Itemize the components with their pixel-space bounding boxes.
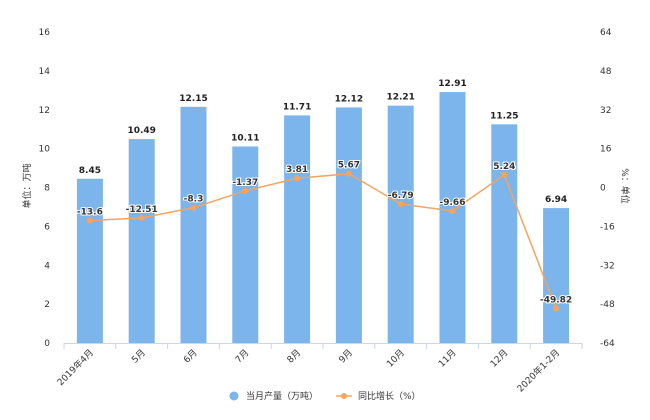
left-tick-label-0: 0 [44,339,50,349]
growth-line [89,172,557,309]
bar-6 [387,105,414,343]
line-label-7: -9.66 [440,198,466,208]
bar-3 [232,146,259,343]
right-tick-label-1: -48 [600,300,615,310]
x-tick-label-6: 10月 [385,347,407,369]
right-tick-label-0: -64 [600,339,615,349]
line-point-4 [294,175,301,182]
bar-7 [439,92,466,343]
bar-label-1: 10.49 [127,126,155,136]
line-point-6 [397,200,404,207]
line-label-5: 5.67 [338,161,360,171]
right-y-axis: -64 -48 -32 -16 0 16 32 48 64 [600,28,615,349]
line-point-1 [138,214,145,221]
bar-1 [128,139,155,343]
line-point-8 [501,171,508,178]
line-point-7 [449,207,456,214]
right-tick-label-3: -16 [600,222,615,232]
right-tick-label-5: 16 [600,145,612,155]
left-tick-label-3: 6 [44,222,50,232]
line-point-9 [553,305,560,312]
bar-series: 8.45 10.49 12.15 10.11 11.71 12.12 12.21 12.91 1… [76,79,570,343]
left-tick-label-7: 14 [39,67,51,77]
legend-line-dot [341,393,347,399]
left-tick-label-1: 2 [44,300,50,310]
x-tick-label-2: 6月 [181,347,199,365]
x-tick-label-1: 5月 [130,347,148,365]
bar-label-5: 12.12 [335,94,363,104]
bar-label-3: 10.11 [231,133,259,143]
x-tick-label-0: 2019年4月 [55,347,96,388]
right-tick-label-4: 0 [600,184,606,194]
line-label-1: -12.51 [126,205,158,215]
x-tick-label-7: 11月 [436,347,458,369]
bar-8 [491,124,518,343]
line-label-8: 5.24 [493,162,515,172]
left-tick-label-8: 16 [39,28,51,38]
bar-label-6: 12.21 [386,93,414,103]
legend-bar-label: 当月产量（万吨） [246,390,318,402]
legend-line-label: 同比增长（%） [358,390,421,402]
left-y-axis: 0 2 4 6 8 10 12 14 16 [39,28,51,349]
line-label-4: 3.81 [286,165,308,175]
bar-label-2: 12.15 [179,94,207,104]
line-point-3 [242,187,249,194]
line-series: -13.6 -12.51 -8.3 -1.37 3.81 5.67 -6.79 -9.66 5.… [76,160,573,312]
right-tick-label-6: 32 [600,106,611,116]
x-tick-label-8: 12月 [488,347,510,369]
line-label-3: -1.37 [232,178,258,188]
right-axis-title: %：单位 [619,168,631,204]
bar-label-9: 6.94 [545,195,567,205]
left-tick-label-4: 8 [44,184,50,194]
line-point-2 [190,204,197,211]
bar-label-4: 11.71 [283,102,311,112]
right-tick-label-7: 48 [600,67,612,77]
legend-bar-marker [229,391,239,401]
x-tick-label-4: 8月 [285,347,303,365]
left-tick-label-6: 12 [39,106,50,116]
line-point-5 [345,170,352,177]
legend: 当月产量（万吨） 同比增长（%） [229,390,421,402]
x-axis: 2019年4月 5月 6月 7月 8月 9月 10月 11月 12月 2020年1-2月 [55,343,583,395]
right-tick-label-2: -32 [600,261,615,271]
left-tick-label-5: 10 [39,145,51,155]
line-label-9: -49.82 [540,296,572,306]
bar-2 [180,106,207,343]
bar-0 [76,178,103,343]
bar-4 [284,115,311,343]
x-tick-label-3: 7月 [233,347,251,365]
bar-label-8: 11.25 [490,111,518,121]
right-tick-label-8: 64 [600,28,612,38]
line-label-6: -6.79 [388,191,414,201]
x-tick-label-5: 9月 [337,347,355,365]
left-tick-label-2: 4 [44,261,50,271]
bar-label-0: 8.45 [79,166,101,176]
line-point-0 [86,217,93,224]
bar-label-7: 12.91 [438,79,466,89]
bar-9 [543,208,570,343]
x-tick-label-9: 2020年1-2月 [514,347,562,395]
legend-item-bar[interactable]: 当月产量（万吨） [229,390,319,402]
line-label-2: -8.3 [184,195,204,205]
bar-5 [335,107,362,343]
left-axis-title: 单位：万吨 [21,163,33,208]
line-label-0: -13.6 [77,208,103,218]
legend-item-line[interactable]: 同比增长（%） [336,390,421,402]
